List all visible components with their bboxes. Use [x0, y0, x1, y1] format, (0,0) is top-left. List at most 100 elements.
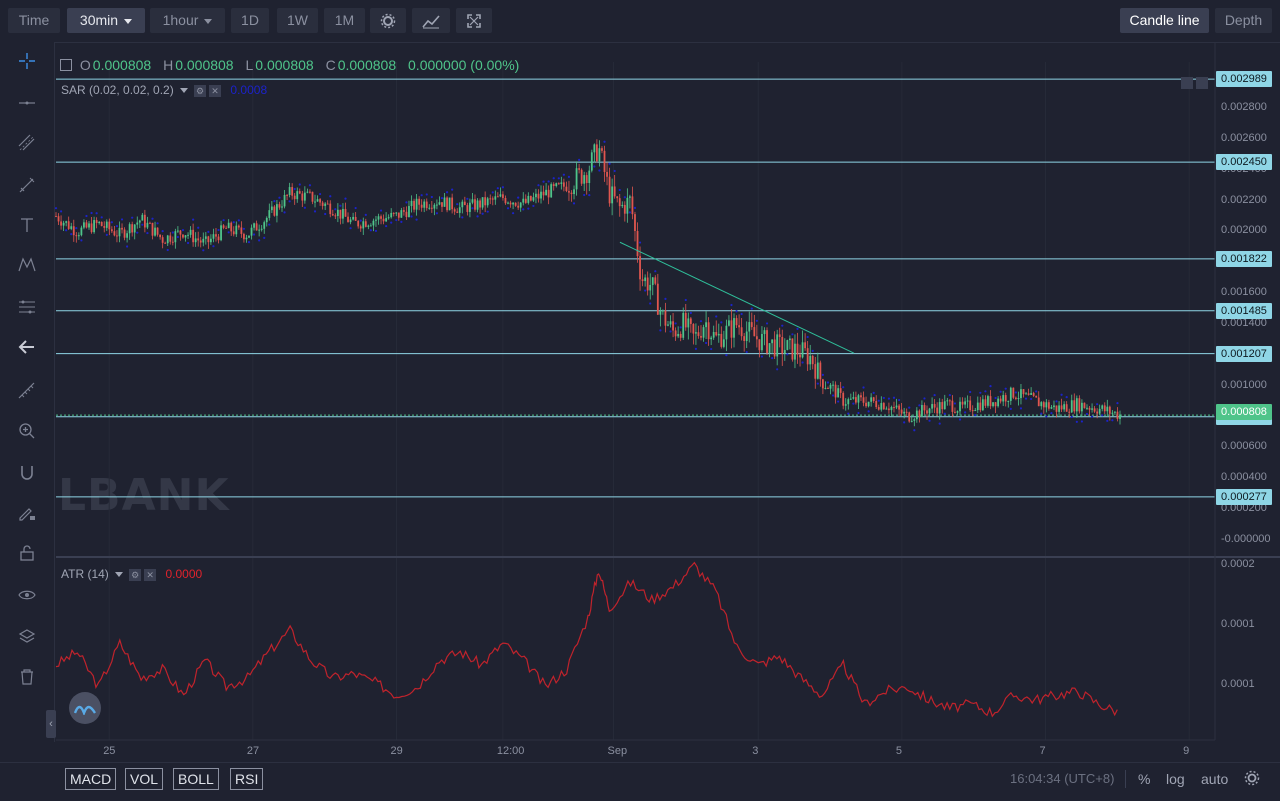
candle-body [776, 334, 779, 357]
back-arrow-tool[interactable] [14, 334, 40, 360]
text-tool[interactable] [14, 212, 40, 238]
text-icon [21, 218, 33, 232]
candle-body [623, 204, 626, 214]
fullscreen-button[interactable] [456, 8, 492, 33]
level-price-tag[interactable]: 0.002989 [1216, 71, 1272, 88]
low-value: 0.000808 [255, 57, 314, 73]
candle-body [278, 204, 281, 208]
trend-line-tool[interactable] [14, 172, 40, 198]
delete-tool[interactable] [14, 664, 40, 690]
candle-body [489, 198, 492, 200]
maximize-icon[interactable] [1196, 76, 1208, 89]
trend-line-segment [619, 241, 855, 354]
depth-button[interactable]: Depth [1215, 8, 1272, 33]
candle-body [951, 400, 954, 412]
auto-scale-button[interactable]: auto [1201, 771, 1229, 787]
candle-body [804, 342, 807, 349]
magnet-tool[interactable] [14, 460, 40, 486]
sar-dot [638, 241, 642, 244]
collapse-toolbar-button[interactable]: ‹ [46, 710, 56, 738]
interval-1hour-dropdown[interactable]: 1hour [150, 8, 225, 33]
vol-button[interactable]: VOL [125, 768, 164, 790]
close-icon[interactable]: ✕ [144, 568, 157, 581]
visibility-tool[interactable] [14, 582, 40, 608]
candle-body [1004, 395, 1007, 402]
candle-body [946, 400, 949, 402]
rsi-button[interactable]: RSI [230, 768, 264, 790]
gear-icon[interactable]: ⚙ [194, 84, 207, 97]
boll-button[interactable]: BOLL [173, 768, 219, 790]
candle-body [568, 190, 570, 193]
candle-body [57, 216, 60, 222]
sar-indicator-label[interactable]: SAR (0.02, 0.02, 0.2) ⚙ ✕ 0.0008 [61, 83, 267, 97]
candle-body [674, 330, 677, 337]
collapse-icon[interactable] [60, 59, 72, 71]
level-price-tag[interactable]: 0.001485 [1216, 302, 1272, 319]
level-price-tag[interactable]: 0.001207 [1216, 345, 1272, 362]
candle-body [654, 277, 657, 284]
zoom-in-icon [19, 423, 35, 439]
candle-line-button[interactable]: Candle line [1120, 8, 1209, 33]
gear-icon[interactable]: ⚙ [129, 568, 142, 581]
interval-1w-button[interactable]: 1W [277, 8, 318, 33]
settings-button[interactable] [370, 8, 406, 33]
candle-body [936, 407, 939, 414]
atr-indicator-label[interactable]: ATR (14) ⚙ ✕ 0.0000 [61, 567, 202, 581]
candle-body [182, 234, 184, 238]
time-button[interactable]: Time [8, 8, 60, 33]
candle-body [1030, 393, 1033, 395]
sar-dot [258, 239, 261, 242]
sar-dot [735, 310, 738, 313]
level-price-tag[interactable]: 0.000277 [1216, 488, 1272, 505]
sar-dot [1014, 391, 1017, 394]
sar-dot [471, 207, 474, 210]
candle-body [85, 222, 88, 228]
zoom-tool[interactable] [14, 418, 40, 444]
candle-body [598, 148, 601, 162]
candle-body [463, 201, 466, 206]
chevron-down-icon[interactable] [179, 88, 188, 94]
chevron-down-icon[interactable] [114, 572, 123, 578]
percent-scale-button[interactable]: % [1138, 771, 1151, 787]
candle-body [149, 222, 151, 224]
horizontal-line-tool[interactable] [14, 90, 40, 116]
candle-body [410, 200, 413, 207]
layers-tool[interactable] [14, 624, 40, 650]
sar-dot [298, 183, 301, 186]
parallel-channel-tool[interactable] [14, 130, 40, 156]
sar-dot [771, 356, 774, 360]
candle-body [237, 225, 240, 228]
edit-lock-tool[interactable] [14, 500, 40, 526]
log-scale-button[interactable]: log [1166, 771, 1185, 787]
sar-dot [842, 386, 845, 389]
brand-badge[interactable] [69, 692, 101, 724]
sar-dot [222, 219, 225, 222]
pattern-tool[interactable] [14, 252, 40, 278]
interval-1d-button[interactable]: 1D [231, 8, 269, 33]
move-icon[interactable] [1181, 76, 1193, 89]
time-tick-label: 29 [390, 745, 403, 757]
interval-1m-button[interactable]: 1M [324, 8, 365, 33]
candle-body [413, 200, 415, 210]
interval-30min-dropdown[interactable]: 30min [67, 8, 145, 33]
chart-area[interactable] [0, 0, 1280, 762]
chart-settings-button[interactable] [1244, 770, 1260, 791]
candle-body [689, 318, 692, 324]
lock-tool[interactable] [14, 540, 40, 566]
level-price-tag[interactable]: 0.001822 [1216, 250, 1272, 267]
macd-button[interactable]: MACD [65, 768, 117, 790]
candle-body [364, 221, 367, 227]
crosshair-tool[interactable] [14, 48, 40, 74]
fibonacci-tool[interactable] [14, 294, 40, 320]
level-price-tag[interactable]: 0.002450 [1216, 154, 1272, 171]
candle-body [738, 325, 740, 328]
candle-body [113, 231, 116, 236]
interval-1hour-label: 1hour [162, 12, 199, 28]
indicators-button[interactable] [412, 8, 450, 33]
close-icon[interactable]: ✕ [209, 84, 222, 97]
candle-body [809, 355, 812, 365]
measure-tool[interactable] [14, 378, 40, 404]
sar-label-text: SAR (0.02, 0.02, 0.2) [61, 83, 174, 97]
candle-body [593, 144, 596, 153]
indicator-chart-icon [422, 15, 440, 29]
